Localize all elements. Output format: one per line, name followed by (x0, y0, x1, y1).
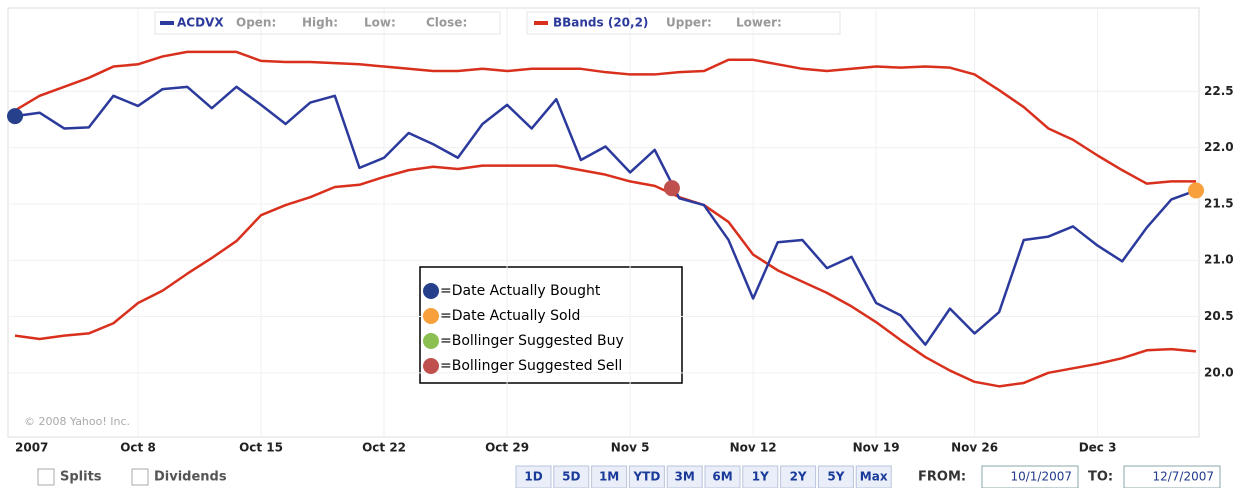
checkbox[interactable] (131, 468, 149, 486)
x-tick-label: Nov 19 (853, 441, 900, 455)
legend-swatch (423, 333, 439, 349)
series-line (14, 50, 1196, 185)
to-label: TO: (1088, 470, 1113, 485)
range-button-label: YTD (632, 470, 660, 484)
legend-label: =Bollinger Suggested Sell (440, 358, 622, 374)
legend-field: Lower: (736, 16, 782, 30)
y-tick-label: 21.0 (1204, 253, 1234, 267)
legend-label: =Bollinger Suggested Buy (440, 333, 624, 349)
series-line (14, 85, 1197, 346)
range-button[interactable] (817, 465, 854, 488)
range-button-label: 5D (562, 470, 580, 484)
legend-field: Low: (364, 16, 396, 30)
range-button[interactable] (553, 465, 590, 488)
event-marker (1188, 182, 1204, 199)
legend-swatch (423, 358, 439, 374)
x-tick-label: Nov 5 (611, 441, 650, 455)
date-value: 10/1/2007 (1010, 470, 1072, 484)
y-tick-label: 21.5 (1204, 196, 1234, 210)
legend-field: High: (302, 16, 338, 30)
y-tick-label: 22.5 (1204, 84, 1234, 98)
range-button[interactable] (742, 465, 779, 488)
from-label: FROM: (918, 470, 966, 485)
x-tick-label: Oct 29 (485, 441, 529, 455)
checkbox-label: Dividends (154, 470, 227, 485)
range-button-label: 5Y (827, 470, 844, 484)
legend-swatch (423, 308, 439, 324)
range-button[interactable] (704, 465, 741, 488)
legend-label: ACDVX (177, 16, 224, 30)
y-tick-label: 22.0 (1204, 140, 1234, 154)
range-button-label: Max (860, 470, 888, 484)
range-button-label: 1D (524, 470, 542, 484)
range-button[interactable] (628, 465, 665, 488)
y-tick-label: 20.0 (1204, 365, 1234, 379)
legend-field: Open: (236, 16, 276, 30)
legend-field: Close: (426, 16, 467, 30)
band-legend-box (526, 11, 841, 35)
date-input[interactable] (981, 465, 1079, 488)
date-value: 12/7/2007 (1152, 470, 1214, 484)
checkbox[interactable] (37, 468, 55, 486)
x-tick-label: Oct 8 (120, 441, 156, 455)
marker-legend-box (419, 266, 683, 384)
range-button[interactable] (780, 465, 817, 488)
legend-label: BBands (20,2) (553, 16, 648, 30)
range-button[interactable] (666, 465, 703, 488)
copyright: © 2008 Yahoo! Inc. (24, 415, 130, 428)
x-tick-label: Nov 26 (951, 441, 998, 455)
x-tick-label: 2007 (15, 441, 48, 455)
x-tick-label: Oct 22 (362, 441, 406, 455)
price-legend-box (154, 11, 501, 35)
range-button-label: 1M (599, 470, 619, 484)
series-line (14, 164, 1197, 388)
range-button[interactable] (515, 465, 552, 488)
legend-label: =Date Actually Sold (440, 308, 580, 324)
x-tick-label: Nov 12 (730, 441, 777, 455)
x-tick-label: Dec 3 (1079, 441, 1117, 455)
event-marker (7, 108, 23, 125)
range-button-label: 2Y (790, 470, 807, 484)
x-tick-label: Oct 15 (239, 441, 283, 455)
y-tick-label: 20.5 (1204, 309, 1234, 323)
legend-label: =Date Actually Bought (440, 283, 601, 299)
legend-swatch (423, 283, 439, 299)
range-button[interactable] (855, 465, 892, 488)
legend-field: Upper: (666, 16, 712, 30)
range-button[interactable] (591, 465, 628, 488)
range-button-label: 1Y (752, 470, 769, 484)
range-button-label: 6M (712, 470, 732, 484)
range-button-label: 3M (675, 470, 695, 484)
date-input[interactable] (1123, 465, 1221, 488)
checkbox-label: Splits (60, 470, 102, 485)
event-marker (663, 180, 680, 197)
